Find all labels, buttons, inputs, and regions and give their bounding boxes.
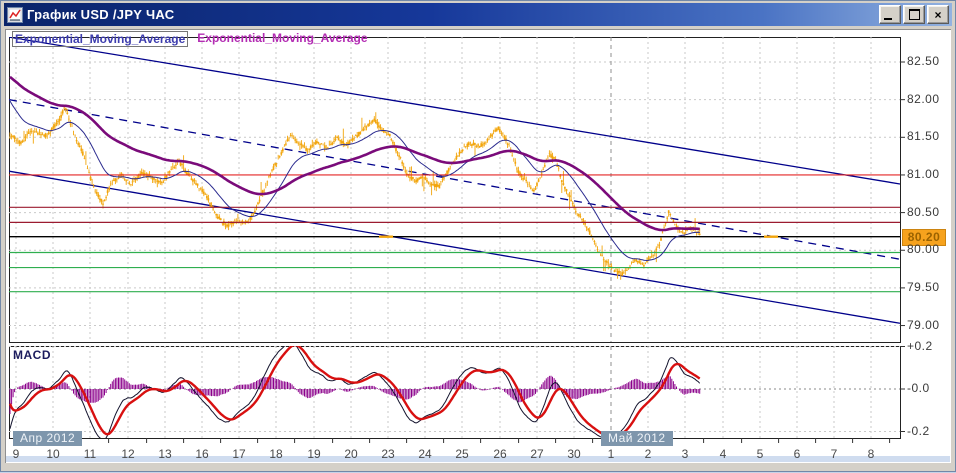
trend-line[interactable] [9,37,900,185]
ema-fast-line [9,100,700,262]
price-chart[interactable] [9,37,900,342]
price-panel-frame[interactable] [9,37,901,343]
minimize-icon [884,18,892,20]
ema-slow-line [9,75,700,232]
close-icon: × [934,7,942,22]
macd-panel[interactable] [9,341,900,440]
page-title: График USD /JPY ЧАС [27,7,175,22]
title-bar[interactable]: График USD /JPY ЧАС × [4,3,952,26]
window-controls: × [879,5,949,24]
trend-line[interactable] [9,170,900,324]
close-button[interactable]: × [927,5,949,24]
trend-line[interactable] [9,99,900,260]
minimize-button[interactable] [879,5,901,24]
app-icon [7,6,23,23]
maximize-icon [908,9,920,20]
macd-signal-line [9,346,701,438]
window-bottom-edge [6,456,950,462]
maximize-button[interactable] [903,5,925,24]
